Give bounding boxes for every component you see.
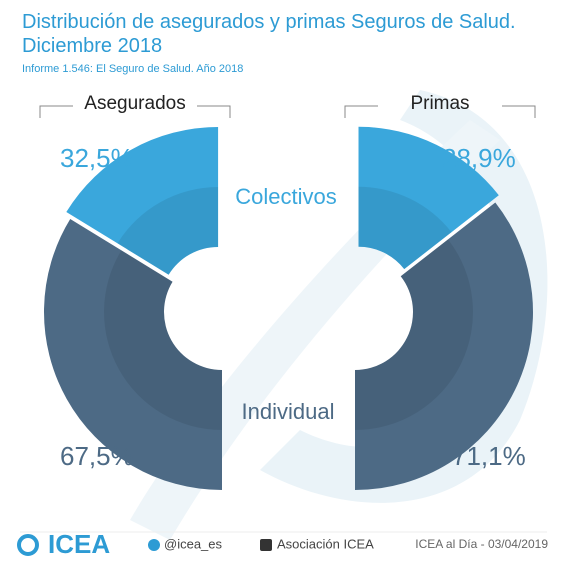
charts: Asegurados 32,5% 67,5% Primas 28,9% 71,1% Cole… (39, 93, 536, 491)
value-label: 67,5% (60, 441, 134, 471)
linkedin-icon (260, 539, 272, 551)
logo-icon (17, 534, 39, 556)
category-label: Individual (242, 399, 335, 424)
donut-segment (355, 202, 533, 490)
value-label: 71,1% (452, 441, 526, 471)
twitter-icon (148, 539, 160, 551)
value-label: 28,9% (442, 143, 516, 173)
linkedin: Asociación ICEA (277, 536, 374, 551)
segment-shade (358, 186, 452, 270)
date: ICEA al Día - 03/04/2019 (415, 537, 548, 551)
segment-shade (103, 250, 222, 430)
donut-segment (358, 126, 499, 270)
donut-segment (66, 127, 219, 275)
series-name: Asegurados (84, 93, 185, 114)
segment-shade (355, 239, 473, 430)
series-name: Primas (410, 93, 469, 114)
subtitle: Informe 1.546: El Seguro de Salud. Año 2… (22, 63, 244, 75)
logo: ICEA (48, 529, 110, 559)
category-label: Colectivos (235, 184, 336, 209)
value-label: 32,5% (60, 143, 134, 173)
segment-shade (117, 187, 219, 275)
donut-segment (43, 218, 222, 491)
title: Distribución de asegurados y primas Segu… (22, 11, 516, 57)
twitter: @icea_es (164, 536, 223, 551)
bracket (39, 105, 231, 118)
bracket (344, 105, 536, 118)
